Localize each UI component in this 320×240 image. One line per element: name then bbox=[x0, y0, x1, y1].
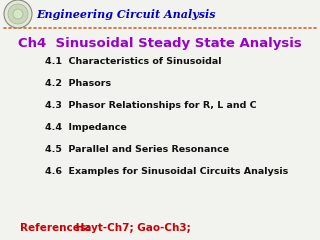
Circle shape bbox=[4, 0, 32, 28]
Text: 4.6  Examples for Sinusoidal Circuits Analysis: 4.6 Examples for Sinusoidal Circuits Ana… bbox=[45, 168, 288, 176]
Text: 4.3  Phasor Relationships for R, L and C: 4.3 Phasor Relationships for R, L and C bbox=[45, 102, 257, 110]
Text: Hayt-Ch7; Gao-Ch3;: Hayt-Ch7; Gao-Ch3; bbox=[72, 223, 191, 233]
Text: 4.5  Parallel and Series Resonance: 4.5 Parallel and Series Resonance bbox=[45, 145, 229, 155]
Text: 4.4  Impedance: 4.4 Impedance bbox=[45, 124, 127, 132]
Text: References:: References: bbox=[20, 223, 90, 233]
Text: 4.2  Phasors: 4.2 Phasors bbox=[45, 79, 111, 89]
Circle shape bbox=[8, 4, 28, 24]
Text: Ch4  Sinusoidal Steady State Analysis: Ch4 Sinusoidal Steady State Analysis bbox=[18, 37, 302, 50]
Circle shape bbox=[13, 9, 23, 19]
Text: 4.1  Characteristics of Sinusoidal: 4.1 Characteristics of Sinusoidal bbox=[45, 58, 221, 66]
Text: Engineering Circuit Analysis: Engineering Circuit Analysis bbox=[36, 8, 215, 19]
